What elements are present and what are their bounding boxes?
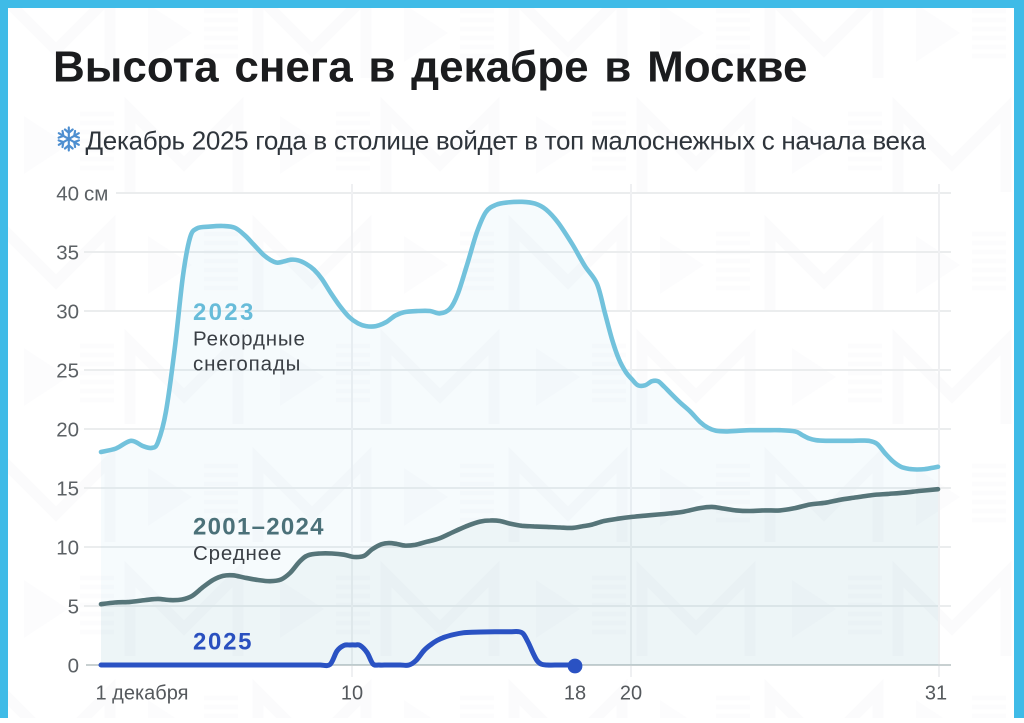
svg-text:2025: 2025 xyxy=(193,629,253,656)
svg-text:Среднее: Среднее xyxy=(193,542,282,565)
svg-text:10: 10 xyxy=(56,537,79,560)
svg-text:5: 5 xyxy=(68,596,79,619)
svg-text:2001–2024: 2001–2024 xyxy=(193,514,325,541)
svg-text:Декабрь 2025 года в столице во: Декабрь 2025 года в столице войдет в топ… xyxy=(86,126,927,156)
svg-text:20: 20 xyxy=(620,683,642,705)
svg-text:18: 18 xyxy=(564,683,586,705)
svg-text:Рекордные: Рекордные xyxy=(193,328,306,351)
svg-text:Высота снега в декабре в Москв: Высота снега в декабре в Москве xyxy=(53,43,807,92)
svg-text:31: 31 xyxy=(925,683,947,705)
svg-text:10: 10 xyxy=(341,683,363,705)
svg-text:0: 0 xyxy=(68,655,79,678)
svg-text:35: 35 xyxy=(56,242,79,265)
svg-text:15: 15 xyxy=(56,478,79,501)
svg-text:снегопады: снегопады xyxy=(193,353,301,376)
svg-text:20: 20 xyxy=(56,419,79,442)
svg-text:25: 25 xyxy=(56,360,79,383)
svg-text:40: 40 xyxy=(56,183,79,206)
svg-text:см: см xyxy=(84,183,108,206)
svg-text:30: 30 xyxy=(56,301,79,324)
svg-text:2023: 2023 xyxy=(193,299,256,326)
svg-text:1 декабря: 1 декабря xyxy=(96,683,189,705)
